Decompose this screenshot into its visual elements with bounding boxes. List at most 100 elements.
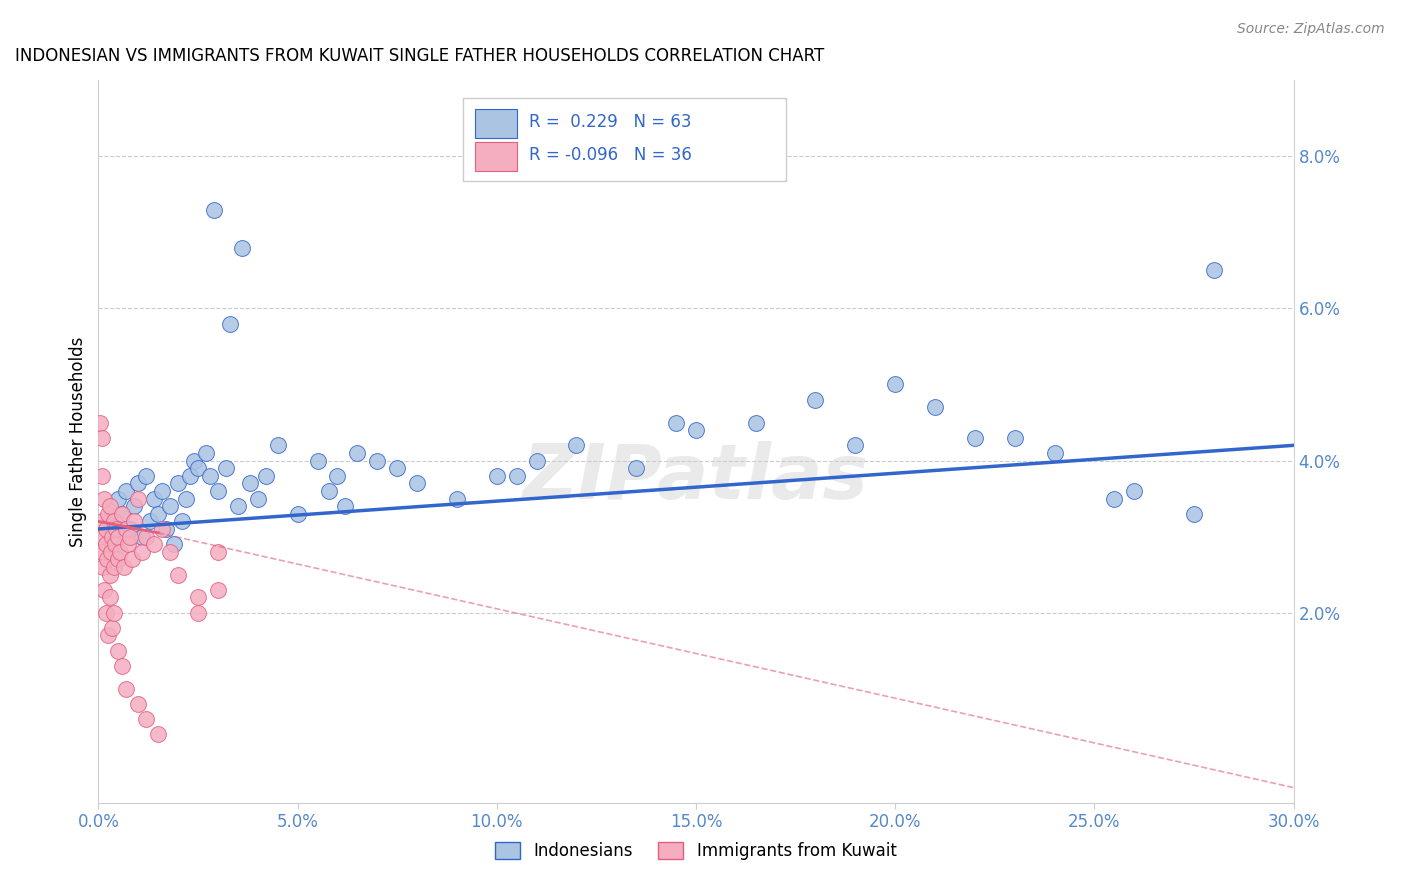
Point — [127, 697, 149, 711]
Point — [104, 537, 127, 551]
Point — [163, 537, 186, 551]
Point — [127, 491, 149, 506]
Point — [187, 461, 209, 475]
Point — [98, 591, 122, 605]
Point — [103, 515, 125, 529]
Point — [101, 621, 124, 635]
Point — [307, 453, 329, 467]
Point — [96, 606, 118, 620]
Point — [202, 202, 225, 217]
Point — [207, 545, 229, 559]
Point — [963, 431, 986, 445]
FancyBboxPatch shape — [475, 142, 517, 170]
Point — [103, 606, 125, 620]
Point — [179, 468, 201, 483]
Point — [155, 522, 177, 536]
Point — [198, 468, 221, 483]
Point — [844, 438, 866, 452]
Point — [172, 515, 194, 529]
Point — [91, 515, 114, 529]
Point — [93, 491, 115, 506]
Point — [105, 522, 128, 536]
Point — [335, 499, 357, 513]
Point — [167, 567, 190, 582]
Point — [485, 468, 508, 483]
Point — [98, 515, 122, 529]
Point — [100, 545, 122, 559]
Text: INDONESIAN VS IMMIGRANTS FROM KUWAIT SINGLE FATHER HOUSEHOLDS CORRELATION CHART: INDONESIAN VS IMMIGRANTS FROM KUWAIT SIN… — [15, 47, 824, 65]
Point — [287, 507, 309, 521]
Point — [124, 499, 146, 513]
Point — [103, 560, 125, 574]
Point — [91, 468, 114, 483]
Point — [239, 476, 262, 491]
Point — [111, 659, 134, 673]
Point — [89, 416, 111, 430]
Point — [215, 461, 238, 475]
Point — [120, 522, 142, 536]
Point — [107, 491, 129, 506]
Point — [1004, 431, 1026, 445]
Point — [124, 515, 146, 529]
Point — [107, 552, 129, 566]
FancyBboxPatch shape — [475, 109, 517, 138]
Point — [120, 530, 142, 544]
Point — [745, 416, 768, 430]
Point — [89, 530, 111, 544]
Point — [112, 560, 135, 574]
Point — [231, 241, 253, 255]
Point — [526, 453, 548, 467]
Point — [1202, 263, 1225, 277]
Point — [90, 545, 112, 559]
Text: Source: ZipAtlas.com: Source: ZipAtlas.com — [1237, 22, 1385, 37]
Point — [127, 476, 149, 491]
Y-axis label: Single Father Households: Single Father Households — [69, 336, 87, 547]
Point — [91, 560, 114, 574]
Point — [506, 468, 529, 483]
Point — [804, 392, 827, 407]
Point — [665, 416, 688, 430]
Point — [150, 522, 173, 536]
Point — [1123, 483, 1146, 498]
Point — [98, 499, 122, 513]
Point — [685, 423, 707, 437]
Point — [107, 643, 129, 657]
Point — [143, 491, 166, 506]
Point — [183, 453, 205, 467]
Point — [96, 552, 118, 566]
Point — [254, 468, 277, 483]
Point — [135, 712, 157, 726]
Text: R =  0.229   N = 63: R = 0.229 N = 63 — [529, 113, 692, 131]
Point — [385, 461, 409, 475]
Point — [117, 537, 139, 551]
Point — [94, 537, 117, 551]
Point — [131, 530, 153, 544]
Point — [159, 545, 181, 559]
Point — [135, 530, 157, 544]
Point — [148, 727, 170, 741]
Point — [111, 507, 134, 521]
Point — [346, 446, 368, 460]
Point — [131, 545, 153, 559]
Point — [246, 491, 269, 506]
Point — [226, 499, 249, 513]
Point — [143, 537, 166, 551]
Legend: Indonesians, Immigrants from Kuwait: Indonesians, Immigrants from Kuwait — [489, 835, 903, 867]
Point — [139, 515, 162, 529]
Point — [98, 567, 121, 582]
Point — [115, 483, 138, 498]
Point — [93, 582, 115, 597]
Point — [101, 530, 124, 544]
Point — [924, 401, 946, 415]
Point — [446, 491, 468, 506]
Point — [159, 499, 181, 513]
Point — [115, 681, 138, 696]
Point — [150, 483, 173, 498]
Point — [121, 552, 143, 566]
Point — [207, 483, 229, 498]
Point — [195, 446, 218, 460]
Point — [167, 476, 190, 491]
Point — [187, 606, 209, 620]
Point — [406, 476, 429, 491]
Point — [366, 453, 388, 467]
